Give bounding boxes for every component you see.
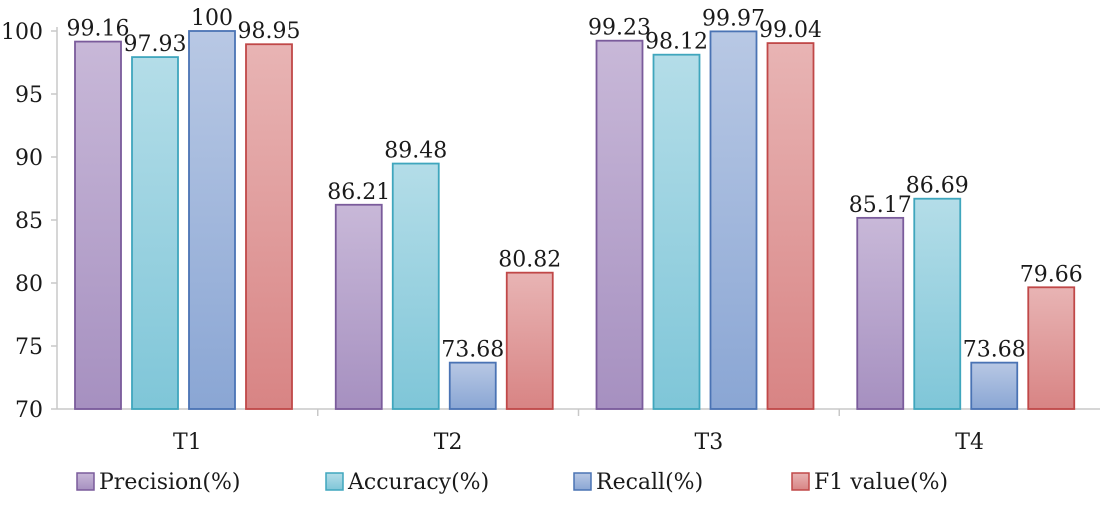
legend-swatch — [76, 472, 95, 491]
legend-swatch — [325, 472, 344, 491]
legend-label: Accuracy(%) — [347, 470, 489, 495]
data-label: 73.68 — [963, 338, 1026, 363]
bar-t4-series-2 — [970, 361, 1019, 410]
legend-label: Recall(%) — [596, 470, 703, 495]
bar-t1-series-1 — [131, 56, 179, 410]
y-tick-label: 80 — [15, 272, 43, 297]
bar-t4-series-0 — [856, 216, 905, 410]
data-label: 98.12 — [645, 30, 708, 55]
data-label: 97.93 — [124, 32, 187, 57]
bar-t4-series-1 — [913, 197, 962, 410]
bar-t3-series-0 — [595, 39, 644, 410]
data-label: 99.23 — [588, 16, 651, 41]
bar-t3-series-1 — [652, 53, 701, 410]
bar-t1-series-0 — [74, 40, 122, 410]
data-label: 85.17 — [849, 193, 912, 218]
legend-swatch — [791, 472, 810, 491]
bar-t2-series-1 — [391, 162, 440, 410]
data-label: 73.68 — [441, 338, 504, 363]
data-label: 79.66 — [1020, 262, 1083, 287]
bar-t2-series-2 — [448, 361, 497, 410]
x-category-label: T3 — [695, 430, 724, 455]
bar-t1-series-3 — [245, 43, 293, 410]
data-label: 98.95 — [238, 19, 301, 44]
y-tick-label: 100 — [1, 20, 43, 45]
x-category-label: T4 — [955, 430, 984, 455]
bar-t3-series-3 — [766, 42, 815, 410]
y-tick-label: 95 — [15, 83, 43, 108]
bar-t2-series-0 — [334, 203, 383, 410]
y-tick-label: 85 — [15, 209, 43, 234]
bar-t3-series-2 — [709, 30, 758, 410]
y-tick-label: 90 — [15, 146, 43, 171]
data-label: 99.16 — [67, 17, 130, 42]
x-category-label: T2 — [434, 430, 463, 455]
bar-t4-series-3 — [1027, 286, 1076, 410]
bar-t2-series-3 — [505, 271, 554, 410]
y-tick-label: 70 — [15, 398, 43, 423]
data-label: 100 — [191, 6, 233, 31]
legend-swatch — [573, 472, 592, 491]
data-label: 80.82 — [498, 248, 561, 273]
data-label: 99.97 — [702, 6, 765, 31]
data-label: 86.21 — [327, 180, 390, 205]
legend-label: F1 value(%) — [814, 470, 948, 495]
data-label: 89.48 — [384, 139, 447, 164]
x-category-label: T1 — [173, 430, 202, 455]
bar-t1-series-2 — [188, 30, 236, 410]
y-tick-label: 75 — [15, 335, 43, 360]
data-label: 86.69 — [906, 174, 969, 199]
legend-label: Precision(%) — [99, 470, 241, 495]
data-label: 99.04 — [759, 18, 822, 43]
